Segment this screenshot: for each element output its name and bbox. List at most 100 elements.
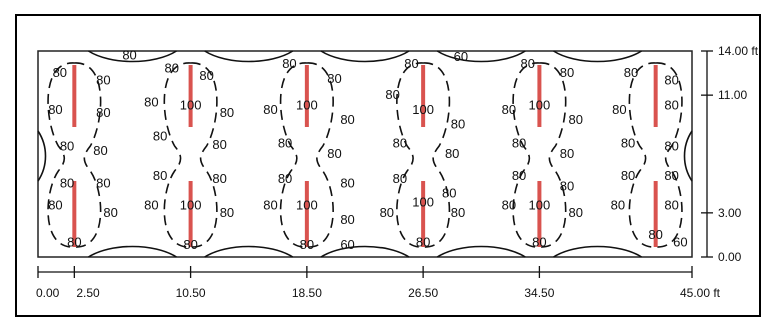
contour-label: 80 [199,68,213,83]
contour-label: 100 [296,198,318,213]
contour-label: 80 [445,146,459,161]
contour-60-bottom [205,247,293,258]
contour-label: 100 [529,97,551,112]
contour-label: 80 [93,143,107,158]
x-tick-label: 34.50 [524,286,554,300]
contour-label: 80 [532,234,546,249]
contour-label: 80 [560,146,574,161]
contour-label: 80 [664,168,678,183]
contour-label: 80 [664,72,678,87]
contour-label: 80 [340,212,354,227]
contour-label: 80 [60,175,74,190]
contour-label: 80 [612,102,626,117]
contour-label: 80 [153,168,167,183]
y-scale-ticks: 14.00 ft 11.00 3.00 0.00 [701,44,759,264]
contour-label: 80 [96,175,110,190]
contour-label: 80 [664,198,678,213]
contour-label: 80 [393,171,407,186]
contour-label: 100 [180,198,202,213]
contour-label: 80 [568,112,582,127]
contour-label: 80 [164,61,178,76]
contour-label: 80 [624,65,638,80]
contour-label: 80 [327,146,341,161]
contour-60-bottom [88,247,176,258]
contour-label: 80 [568,205,582,220]
contour-label: 80 [278,171,292,186]
contour-label: 80 [60,139,74,154]
contour-label: 80 [48,198,62,213]
contour-label: 80 [263,102,277,117]
contour-label: 80 [451,205,465,220]
contour-label: 80 [263,198,277,213]
contour-label: 80 [96,105,110,120]
contour-60-bottom [321,247,409,258]
x-tick-label: 0.00 [36,286,60,300]
contour-label: 80 [611,198,625,213]
contour-label: 80 [212,137,226,152]
contour-label: 80 [416,234,430,249]
contour-label: 80 [560,65,574,80]
contour-60-top [205,51,293,62]
contour-label: 80 [502,102,516,117]
contour-60-top [437,51,525,62]
contour-label: 80 [53,65,67,80]
contour-label: 80 [621,136,635,151]
contour-label: 80 [282,56,296,71]
contour-label: 80 [380,205,394,220]
contour-label: 60 [673,234,687,249]
y-tick-label: 0.00 [718,250,742,264]
x-tick-label: 18.50 [292,286,322,300]
contour-label: 80 [512,136,526,151]
y-tick-label: 14.00 ft [718,44,759,58]
contour-label: 80 [183,237,197,252]
isolux-labels: 80 80 80 80 80 80 80 80 80 80 80 80 80 80 80 100 80 80 80 8… [48,47,687,252]
x-tick-label: 26.50 [408,286,438,300]
x-tick-label: 10.50 [176,286,206,300]
contour-label: 100 [180,97,202,112]
contour-60-top [554,51,642,62]
x-tick-label: 45.00 ft [680,286,721,300]
contour-60-bottom [554,247,642,258]
contour-right-end [685,131,693,181]
contour-label: 80 [96,72,110,87]
contour-label: 80 [664,139,678,154]
x-tick-label: 2.50 [76,286,100,300]
contour-label: 80 [502,198,516,213]
contour-label: 80 [512,168,526,183]
contour-label: 80 [300,237,314,252]
contour-label: 80 [521,56,535,71]
contour-label: 60 [454,49,468,64]
y-tick-label: 11.00 [718,88,747,102]
contour-label: 80 [442,186,456,201]
contour-label: 80 [621,168,635,183]
contour-label: 80 [404,56,418,71]
contour-label: 80 [153,128,167,143]
contour-label: 60 [340,237,354,252]
contour-label: 80 [220,205,234,220]
isolux-contours [38,51,692,257]
contour-label: 80 [385,87,399,102]
y-tick-label: 3.00 [718,206,742,220]
contour-label: 80 [67,234,81,249]
contour-label: 100 [412,102,434,117]
x-scale-ticks: 0.00 2.50 10.50 18.50 26.50 34.50 45.00 ft [36,266,721,300]
contour-label: 100 [412,195,434,210]
contour-60-bottom [437,247,525,258]
contour-label: 80 [340,112,354,127]
contour-label: 80 [451,117,465,132]
contour-label: 80 [144,198,158,213]
contour-label: 80 [212,171,226,186]
contour-label: 100 [296,97,318,112]
contour-label: 80 [560,178,574,193]
room-outline [38,51,692,257]
contour-label: 80 [122,47,136,62]
contour-label: 80 [340,175,354,190]
contour-label: 100 [529,198,551,213]
contour-label: 80 [278,136,292,151]
contour-label: 80 [144,95,158,110]
contour-label: 80 [48,102,62,117]
contour-label: 80 [664,97,678,112]
contour-label: 80 [648,227,662,242]
contour-label: 80 [393,136,407,151]
